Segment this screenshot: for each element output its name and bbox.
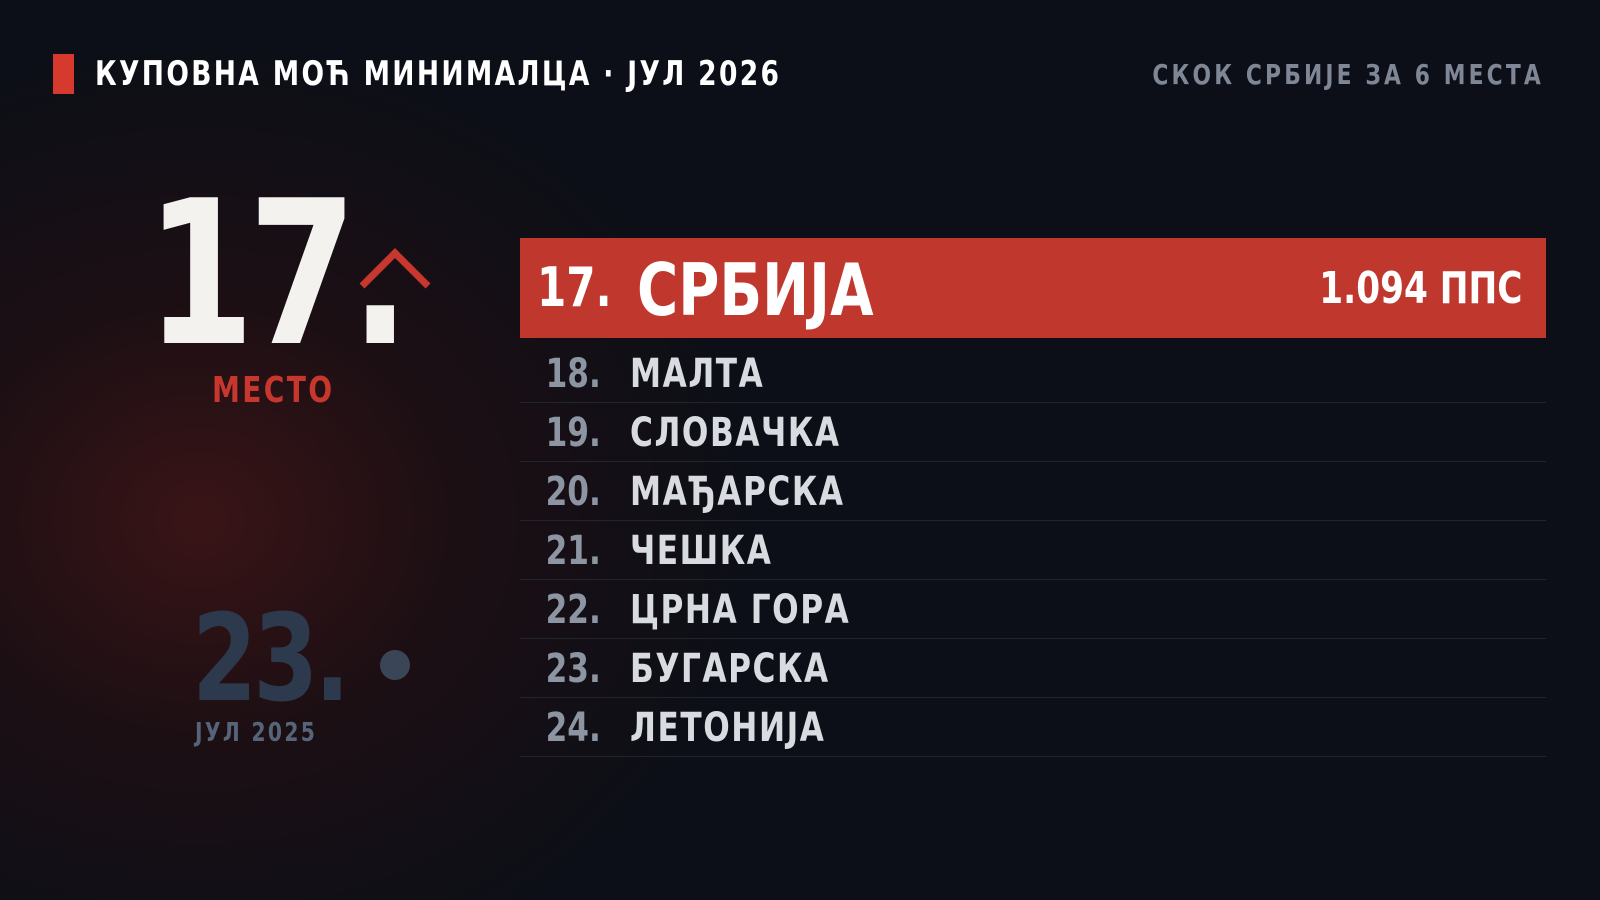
highlight-rank-text: 17. bbox=[537, 256, 612, 319]
previous-label: ЈУЛ 2025 bbox=[195, 718, 352, 748]
title-text: КУПОВНА МОЋ МИНИМАЛЦА · ЈУЛ 2026 bbox=[95, 54, 782, 94]
row-country-text: МАЛТА bbox=[630, 351, 765, 397]
row-country-text: ЛЕТОНИЈА bbox=[630, 705, 826, 751]
row-country: ЧЕШКА bbox=[630, 528, 813, 574]
current-label: МЕСТО bbox=[212, 370, 369, 411]
row-country: ЦРНА ГОРА bbox=[630, 587, 913, 633]
highlight-country: СРБИЈА bbox=[637, 248, 940, 332]
title-marker bbox=[53, 54, 74, 94]
previous-rank-text: 23. bbox=[192, 590, 350, 729]
row-country: ЛЕТОНИЈА bbox=[630, 705, 881, 751]
row-rank: 21. bbox=[530, 528, 601, 574]
highlight-bar bbox=[520, 238, 1546, 338]
row-country-text: БУГАРСКА bbox=[630, 646, 830, 692]
note: СКОК СРБИЈЕ ЗА 6 МЕСТА bbox=[1042, 58, 1544, 91]
row-rank-text: 24. bbox=[545, 705, 601, 751]
ranking-row: 24. ЛЕТОНИЈА bbox=[520, 697, 1546, 757]
ranking-row: 20. МАЂАРСКА bbox=[520, 461, 1546, 521]
note-text: СКОК СРБИЈЕ ЗА 6 МЕСТА bbox=[1152, 58, 1544, 91]
previous-rank: 23. bbox=[192, 600, 390, 720]
current-rank-text: 17. bbox=[146, 158, 410, 391]
current-rank: 17. bbox=[146, 175, 476, 375]
current-label-text: МЕСТО bbox=[212, 370, 335, 411]
highlight-country-text: СРБИЈА bbox=[637, 248, 874, 332]
ranking-row: 18. МАЛТА bbox=[520, 343, 1546, 403]
row-rank: 23. bbox=[530, 646, 601, 692]
row-country: МАЛТА bbox=[630, 351, 802, 397]
row-country-text: СЛОВАЧКА bbox=[630, 410, 841, 456]
highlight-value: 1.094 ППС bbox=[1262, 263, 1522, 314]
ranking-row: 22. ЦРНА ГОРА bbox=[520, 579, 1546, 639]
previous-label-text: ЈУЛ 2025 bbox=[195, 718, 318, 748]
arrow-head bbox=[359, 248, 431, 289]
jump-arrow bbox=[359, 248, 431, 680]
row-country: СЛОВАЧКА bbox=[630, 410, 900, 456]
row-rank-text: 21. bbox=[545, 528, 601, 574]
row-country: МАЂАРСКА bbox=[630, 469, 905, 515]
row-rank-text: 23. bbox=[545, 646, 601, 692]
row-country-text: ЧЕШКА bbox=[630, 528, 773, 574]
row-rank: 22. bbox=[530, 587, 601, 633]
ranking-row: 21. ЧЕШКА bbox=[520, 520, 1546, 580]
highlight-rank: 17. bbox=[537, 256, 633, 319]
ranking-row: 23. БУГАРСКА bbox=[520, 638, 1546, 698]
row-rank-text: 22. bbox=[545, 587, 601, 633]
highlight-value-text: 1.094 ППС bbox=[1318, 263, 1522, 314]
row-country: БУГАРСКА bbox=[630, 646, 886, 692]
row-rank: 19. bbox=[530, 410, 601, 456]
row-rank: 24. bbox=[530, 705, 601, 751]
ranking-row: 19. СЛОВАЧКА bbox=[520, 402, 1546, 462]
row-rank-text: 18. bbox=[545, 351, 601, 397]
row-rank-text: 20. bbox=[545, 469, 601, 515]
row-country-text: ЦРНА ГОРА bbox=[630, 587, 851, 633]
row-rank-text: 19. bbox=[545, 410, 601, 456]
row-rank: 18. bbox=[530, 351, 601, 397]
title: КУПОВНА МОЋ МИНИМАЛЦА · ЈУЛ 2026 bbox=[95, 54, 975, 94]
row-rank: 20. bbox=[530, 469, 601, 515]
row-country-text: МАЂАРСКА bbox=[630, 469, 845, 515]
start-dot bbox=[380, 650, 410, 680]
